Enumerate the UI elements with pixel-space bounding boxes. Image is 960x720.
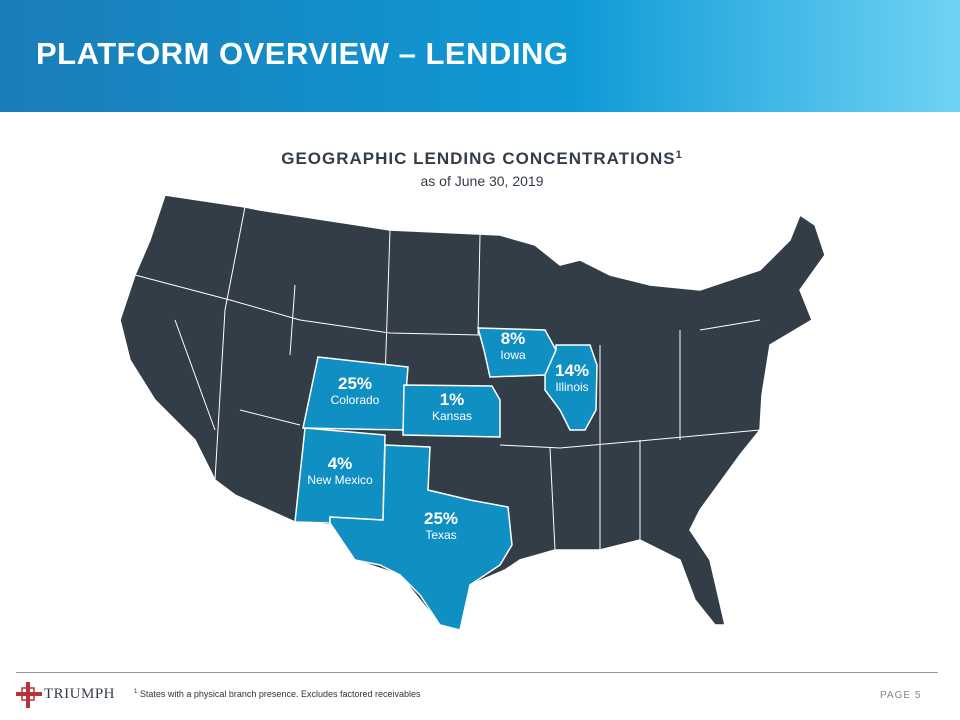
map: GEOGRAPHIC LENDING CONCENTRATIONS1 as of… — [119, 149, 826, 631]
footnote: 1 States with a physical branch presence… — [134, 689, 421, 699]
footnote-text: States with a physical branch presence. … — [139, 689, 421, 699]
state-share: 4% — [328, 454, 353, 473]
state-name: Iowa — [500, 348, 526, 362]
map-title-text: GEOGRAPHIC LENDING CONCENTRATIONS — [281, 149, 675, 168]
map-title: GEOGRAPHIC LENDING CONCENTRATIONS1 — [281, 149, 683, 168]
map-subtitle: as of June 30, 2019 — [421, 173, 544, 189]
header-band: PLATFORM OVERVIEW – LENDING — [0, 0, 960, 112]
state-name: Texas — [425, 528, 456, 542]
state-share: 14% — [555, 361, 589, 380]
state — [544, 344, 598, 431]
logo-text: TRIUMPH — [44, 686, 116, 702]
state — [329, 444, 513, 631]
footnote-mark: 1 — [134, 689, 138, 695]
state-name: Colorado — [331, 393, 380, 407]
state-share: 25% — [338, 374, 372, 393]
slide-title: PLATFORM OVERVIEW – LENDING — [36, 36, 569, 71]
state-name: Illinois — [555, 380, 588, 394]
state-share: 1% — [440, 390, 465, 409]
footer-rule — [16, 672, 938, 673]
page-number: PAGE 5 — [880, 690, 922, 701]
state-name: Kansas — [432, 409, 472, 423]
state-share: 8% — [501, 329, 526, 348]
state-name: New Mexico — [307, 473, 373, 487]
logo-mark — [16, 682, 42, 708]
title-note-mark: 1 — [676, 149, 683, 161]
state — [402, 384, 501, 438]
state-share: 25% — [424, 509, 458, 528]
state-borders — [134, 206, 761, 551]
